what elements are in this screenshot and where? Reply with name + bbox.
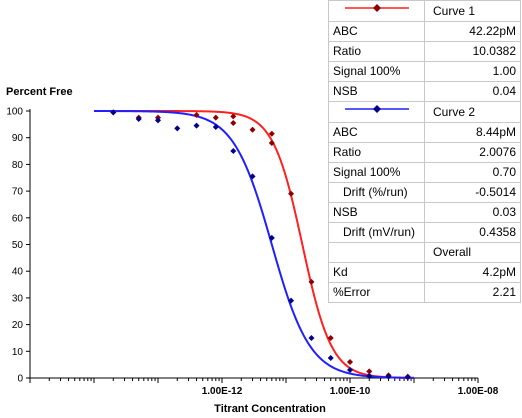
overall-blank-cell — [328, 242, 425, 263]
param-value: 0.04 — [424, 81, 521, 102]
curve2-row-drift-mv: Drift (mV/run) 0.4358 — [328, 222, 521, 243]
overall-row-kd: Kd 4.2pM — [328, 262, 521, 283]
series-2-point — [366, 372, 373, 379]
series-1-point — [230, 113, 237, 120]
y-tick-label: 50 — [12, 240, 24, 251]
y-tick-label: 80 — [12, 160, 24, 171]
series-2-point — [155, 117, 161, 124]
param-value: 4.2pM — [424, 262, 521, 283]
y-tick-label: 10 — [12, 347, 24, 358]
series-1-point — [230, 120, 237, 127]
curve2-row-signal: Signal 100% 0.70 — [328, 162, 521, 183]
series-2-point — [404, 374, 411, 381]
param-label: %Error — [328, 282, 425, 303]
param-value: 0.03 — [424, 202, 521, 223]
fit-parameters-table: Curve 1 ABC 42.22pM Ratio 10.0382 Signal… — [328, 0, 521, 303]
curve1-row-abc: ABC 42.22pM — [328, 21, 521, 42]
series-2-point — [347, 366, 353, 373]
curve2-legend-cell — [328, 101, 425, 123]
param-label: Ratio — [328, 41, 425, 62]
curve1-row-nsb: NSB 0.04 — [328, 81, 521, 102]
param-value: 2.21 — [424, 282, 521, 303]
param-value: 0.70 — [424, 162, 521, 183]
series-2-point — [327, 354, 334, 361]
overall-name: Overall — [424, 242, 521, 263]
series-2-point — [135, 116, 142, 123]
param-label: ABC — [328, 122, 425, 143]
curve2-row-drift-pct: Drift (%/run) -0.5014 — [328, 182, 521, 203]
curve2-row-abc: ABC 8.44pM — [328, 122, 521, 143]
y-tick-label: 90 — [12, 133, 24, 144]
series-1-point — [212, 114, 219, 121]
param-value: 10.0382 — [424, 41, 521, 62]
param-value: -0.5014 — [424, 182, 521, 203]
x-axis: 1.00E-12 1.00E-10 1.00E-08 — [29, 377, 499, 397]
y-axis-title: Percent Free — [6, 86, 73, 98]
series-2-point — [308, 334, 315, 341]
series-1-point — [347, 358, 353, 365]
param-label: NSB — [328, 81, 425, 102]
series-2-point — [385, 373, 392, 380]
series-2-point — [268, 234, 275, 241]
curve2-legend-swatch — [344, 105, 409, 113]
series-1-point — [268, 140, 275, 147]
param-value: 42.22pM — [424, 21, 521, 42]
x-tick-label: 1.00E-08 — [458, 386, 499, 397]
param-label: Signal 100% — [328, 162, 425, 183]
series-2-point — [230, 148, 237, 155]
param-value: 8.44pM — [424, 122, 521, 143]
data-markers — [110, 109, 411, 381]
curve1-legend-cell — [328, 0, 425, 22]
y-tick-label: 60 — [12, 213, 24, 224]
series-2-point — [193, 122, 200, 129]
fit-curves — [94, 110, 415, 379]
x-tick-label: 1.00E-10 — [330, 386, 371, 397]
series-1-point — [327, 334, 334, 341]
series-1-point — [308, 278, 315, 285]
param-label: NSB — [328, 202, 425, 223]
param-label: Signal 100% — [328, 61, 425, 82]
x-tick-label: 1.00E-12 — [202, 386, 243, 397]
curve1-name: Curve 1 — [424, 0, 521, 22]
y-tick-label: 100 — [6, 107, 23, 118]
y-tick-label: 40 — [12, 267, 24, 278]
fit-curve-2 — [94, 110, 415, 379]
y-tick-label: 20 — [12, 320, 24, 331]
overall-row-error: %Error 2.21 — [328, 282, 521, 303]
series-2-point — [174, 125, 181, 132]
series-1-point — [366, 368, 373, 375]
overall-header-row: Overall — [328, 242, 521, 263]
series-2-point — [288, 297, 295, 304]
x-axis-title: Titrant Concentration — [214, 403, 326, 415]
series-2-point — [249, 173, 256, 180]
y-tick-label: 70 — [12, 187, 24, 198]
param-label: Drift (%/run) — [328, 182, 425, 203]
y-tick-label: 30 — [12, 293, 24, 304]
param-label: Ratio — [328, 142, 425, 163]
y-axis: 0 10 20 30 40 50 60 70 80 90 100 — [6, 107, 31, 385]
param-value: 2.0076 — [424, 142, 521, 163]
y-tick-label: 0 — [17, 374, 23, 385]
curve1-header-row: Curve 1 — [328, 0, 521, 22]
series-1-point — [288, 190, 295, 197]
series-2-point — [110, 109, 117, 116]
curve1-row-signal: Signal 100% 1.00 — [328, 61, 521, 82]
curve1-row-ratio: Ratio 10.0382 — [328, 41, 521, 62]
series-1-point — [268, 130, 275, 137]
series-1-point — [193, 112, 200, 119]
param-value: 1.00 — [424, 61, 521, 82]
series-1-point — [249, 126, 256, 133]
param-value: 0.4358 — [424, 222, 521, 243]
param-label: ABC — [328, 21, 425, 42]
curve2-row-ratio: Ratio 2.0076 — [328, 142, 521, 163]
curve2-name: Curve 2 — [424, 101, 521, 123]
curve2-header-row: Curve 2 — [328, 101, 521, 123]
param-label: Kd — [328, 262, 425, 283]
curve1-legend-swatch — [344, 4, 409, 12]
curve2-row-nsb: NSB 0.03 — [328, 202, 521, 223]
series-2-point — [212, 124, 219, 131]
param-label: Drift (mV/run) — [328, 222, 425, 243]
